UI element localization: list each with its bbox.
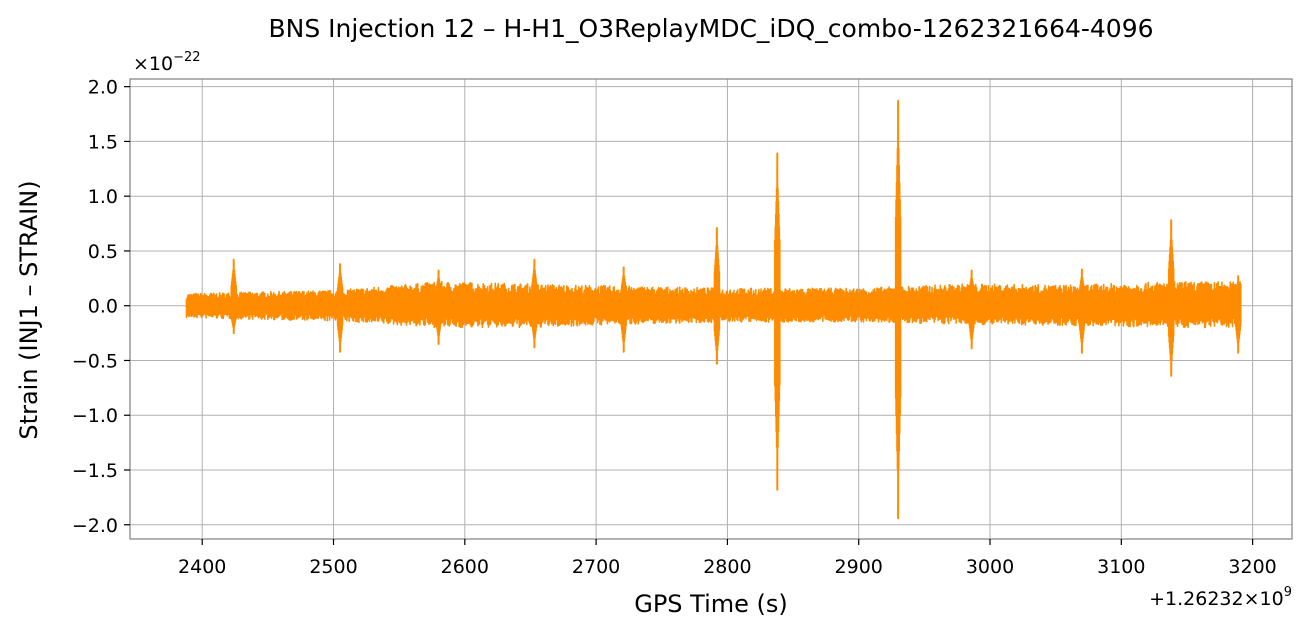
x-tick-label: 3000 bbox=[966, 556, 1014, 578]
y-tick-label: 1.5 bbox=[88, 131, 118, 153]
x-tick-label: 2400 bbox=[178, 556, 226, 578]
y-tick-label: −0.5 bbox=[72, 350, 118, 372]
x-tick-label: 2700 bbox=[572, 556, 620, 578]
y-tick-label: −2.0 bbox=[72, 515, 118, 537]
glitch-spike bbox=[1078, 268, 1086, 354]
y-scale-exponent: −22 bbox=[173, 50, 200, 65]
glitch-spike bbox=[531, 258, 538, 349]
glitch-spike bbox=[230, 258, 237, 335]
x-tick-label: 3200 bbox=[1228, 556, 1276, 578]
y-tick-label: 0.0 bbox=[88, 296, 118, 318]
x-offset-base: +1.26232 bbox=[1149, 588, 1244, 610]
y-scale-base: ×10 bbox=[133, 53, 173, 75]
y-tick-label: 0.5 bbox=[88, 241, 118, 263]
y-tick-label: 1.0 bbox=[88, 186, 118, 208]
chart-title: BNS Injection 12 – H-H1_O3ReplayMDC_iDQ_… bbox=[268, 14, 1153, 43]
glitch-spike bbox=[774, 152, 781, 491]
glitch-spike bbox=[713, 226, 721, 365]
y-tick-label: 2.0 bbox=[88, 77, 118, 99]
x-tick-label: 2900 bbox=[835, 556, 883, 578]
plot-area bbox=[185, 99, 1242, 520]
x-axis-ticks: 2400 2500 2600 2700 2800 2900 3000 3100 3200 bbox=[178, 539, 1277, 578]
x-tick-label: 2500 bbox=[309, 556, 357, 578]
y-axis-ticks: −2.0 −1.5 −1.0 −0.5 0.0 0.5 1.0 1.5 2.0 bbox=[72, 77, 130, 537]
x-offset-times: ×10 bbox=[1244, 588, 1284, 610]
axes-frame bbox=[129, 78, 1293, 540]
y-scale-multiplier: ×10−22 bbox=[133, 50, 201, 75]
y-tick-label: −1.5 bbox=[72, 460, 118, 482]
x-axis-label: GPS Time (s) bbox=[634, 590, 788, 618]
y-axis-label: Strain (INJ1 – STRAIN) bbox=[15, 180, 43, 439]
x-tick-label: 2800 bbox=[703, 556, 751, 578]
glitch-spike bbox=[336, 263, 344, 353]
strain-noise-band bbox=[185, 280, 1242, 329]
x-offset-exponent: 9 bbox=[1284, 585, 1292, 600]
glitch-spike bbox=[1167, 219, 1175, 377]
glitch-spike bbox=[968, 269, 975, 350]
glitch-spike bbox=[1234, 275, 1242, 354]
glitch-spike bbox=[620, 266, 627, 353]
glitch-spike bbox=[435, 269, 442, 346]
x-tick-label: 2600 bbox=[441, 556, 489, 578]
x-tick-label: 3100 bbox=[1097, 556, 1145, 578]
x-axis-offset: +1.26232×109 bbox=[1149, 585, 1292, 610]
y-tick-label: −1.0 bbox=[72, 405, 118, 427]
glitch-spike bbox=[894, 99, 902, 520]
